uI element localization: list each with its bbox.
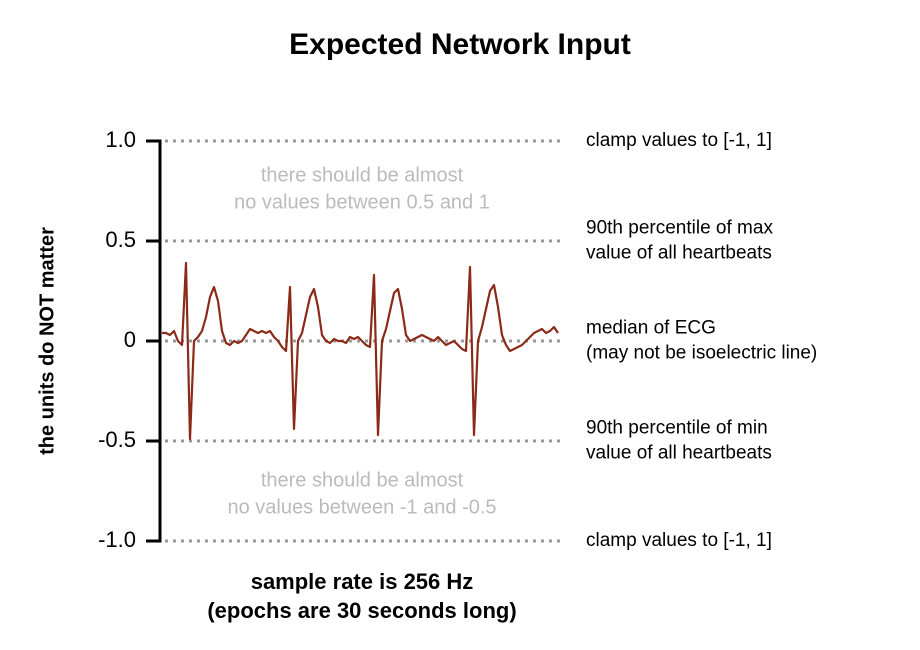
plot-note: no values between -1 and -0.5 [227,496,496,518]
annotation: clamp values to [-1, 1] [586,130,772,151]
y-tick-label: 1.0 [105,127,136,152]
annotation: 90th percentile of min value of all heart… [586,418,772,464]
annotation: median of ECG (may not be isoelectric lin… [586,318,817,364]
y-tick-label: 0 [124,327,136,352]
annotation-text: clamp values to [-1, 1] [586,530,772,551]
chart-title: Expected Network Input [289,28,631,61]
annotation-text: 90th percentile of max [586,218,773,239]
annotation-text: median of ECG [586,318,716,339]
plot-note: there should be almost [261,469,464,491]
y-tick-label: -0.5 [98,427,136,452]
y-axis-label: the units do NOT matter [36,227,58,455]
annotation: 90th percentile of max value of all heart… [586,218,773,264]
annotation-text: clamp values to [-1, 1] [586,130,772,151]
annotation: clamp values to [-1, 1] [586,530,772,551]
annotation-text: 90th percentile of min [586,418,768,439]
ecg-line [162,261,559,441]
plot-note: there should be almost [261,164,464,186]
annotation-text: value of all heartbeats [586,243,772,264]
x-axis-label: sample rate is 256 Hz [251,569,474,594]
plot-notes: there should be almost no values between… [227,164,496,518]
annotation-text: value of all heartbeats [586,443,772,464]
plot-note: no values between 0.5 and 1 [234,191,490,213]
annotation-text: (may not be isoelectric line) [586,343,817,364]
x-axis-label: (epochs are 30 seconds long) [207,598,516,623]
y-tick-label: 0.5 [105,227,136,252]
y-tick-label: -1.0 [98,527,136,552]
